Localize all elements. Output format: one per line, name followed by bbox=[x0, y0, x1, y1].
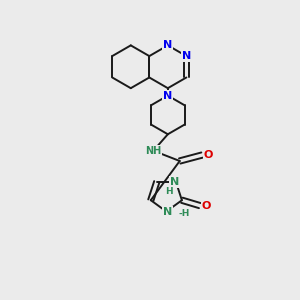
Text: O: O bbox=[204, 150, 213, 160]
Text: H: H bbox=[165, 187, 172, 196]
Text: N: N bbox=[163, 40, 172, 50]
Text: NH: NH bbox=[145, 146, 161, 156]
Text: O: O bbox=[202, 201, 211, 211]
Text: N: N bbox=[163, 206, 172, 217]
Text: N: N bbox=[170, 177, 179, 187]
Text: N: N bbox=[182, 51, 191, 61]
Text: -H: -H bbox=[179, 209, 190, 218]
Text: N: N bbox=[163, 91, 172, 100]
